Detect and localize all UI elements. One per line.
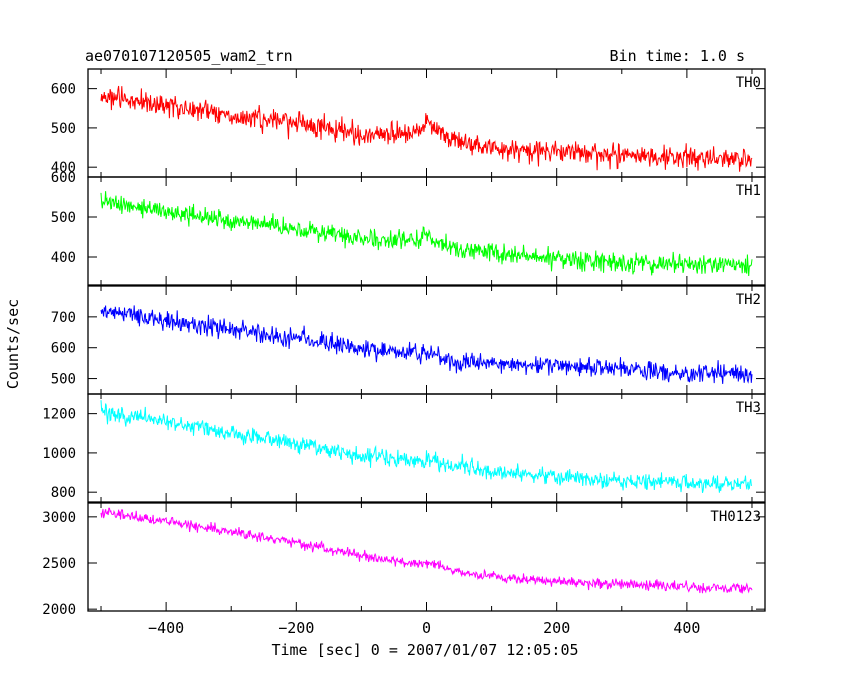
y-tick-label-th1: 600 [51,170,76,186]
y-tick-label-th3: 800 [51,485,76,501]
series-line-th0 [100,85,753,172]
panel-frame-th3 [87,393,766,503]
x-tick-label: 400 [673,619,700,637]
y-tick-label-th0: 500 [51,121,76,137]
y-tick-label-th3: 1200 [42,407,76,423]
y-tick-label-th0123: 3000 [42,510,76,526]
y-axis-label: Counts/sec [4,299,22,389]
panel-frame-th1 [87,176,766,286]
y-tick-label-th0: 600 [51,82,76,98]
x-tick-label: −200 [278,619,314,637]
y-tick-label-th1: 500 [51,210,76,226]
panel-frame-th0123 [87,502,766,612]
y-tick-label-th2: 600 [51,341,76,357]
panel-label-th0123: TH0123 [710,509,761,525]
panel-frame-th2 [87,285,766,395]
x-axis-label: Time [sec] 0 = 2007/01/07 12:05:05 [271,641,578,659]
x-tick-label: 200 [543,619,570,637]
panel-label-th2: TH2 [736,292,761,308]
y-tick-label-th1: 400 [51,250,76,266]
y-tick-label-th0123: 2000 [42,602,76,618]
panel-label-th1: TH1 [736,183,761,199]
x-tick-label: 0 [422,619,431,637]
y-tick-label-th0123: 2500 [42,556,76,572]
chart-subtitle: Bin time: 1.0 s [610,47,745,65]
series-line-th1 [100,191,753,277]
y-tick-label-th2: 500 [51,372,76,388]
chart-title: ae070107120505_wam2_trn [85,47,293,65]
panel-label-th0: TH0 [736,75,761,91]
series-line-th0123 [100,507,753,594]
series-line-th3 [100,400,753,494]
x-tick-label: −400 [148,619,184,637]
panels-group: TH0 400 500 600 TH1 400 500 600 TH2 500 600 700 TH3 8… [42,68,766,637]
y-tick-label-th0: 400 [51,160,76,176]
panel-label-th3: TH3 [736,400,761,416]
y-tick-label-th2: 700 [51,310,76,326]
series-line-th2 [100,305,753,384]
y-tick-label-th3: 1000 [42,446,76,462]
